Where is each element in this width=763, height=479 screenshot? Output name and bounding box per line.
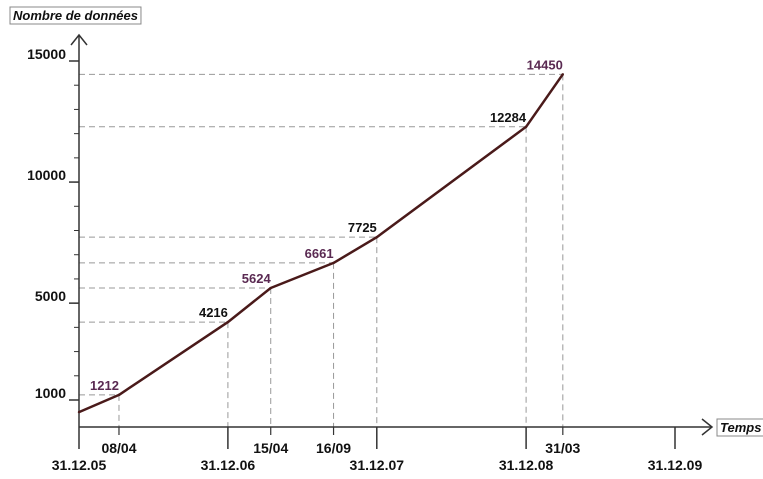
x-date-tick-label: 31/03 [545, 440, 580, 456]
x-date-tick-label: 16/09 [316, 440, 351, 456]
data-point [226, 320, 230, 324]
guide-lines [79, 73, 564, 427]
x-axis-label-box [716, 418, 763, 437]
x-date-tick-label: 15/04 [253, 440, 288, 456]
y-axis-label: Nombre de données [13, 8, 138, 23]
data-point [524, 125, 528, 128]
chart-labels: 1000 5000 10000 15000 31.12.05 31.12.06 31.12.… [9, 6, 763, 473]
data-label: 6661 [305, 246, 334, 261]
y-tick-label: 15000 [27, 46, 66, 62]
x-year-tick-label: 31.12.05 [52, 457, 107, 473]
data-point [117, 393, 121, 397]
y-tick-label: 5000 [35, 288, 66, 304]
y-axis-arrow [70, 33, 88, 46]
x-year-tick-label: 31.12.08 [499, 457, 554, 473]
axes [69, 33, 714, 449]
data-point [269, 286, 272, 290]
y-axis-label-box [9, 6, 142, 25]
data-label: 12284 [490, 110, 527, 125]
data-label: 1212 [90, 378, 119, 393]
data-label: 7725 [348, 220, 377, 235]
x-year-tick-label: 31.12.06 [201, 457, 256, 473]
y-tick-label: 10000 [27, 167, 66, 183]
y-tick-label: 1000 [35, 385, 66, 401]
data-label: 4216 [199, 305, 228, 320]
data-label: 5624 [242, 271, 272, 286]
x-axis-label: Temps [720, 420, 761, 435]
series-line [78, 73, 564, 414]
data-point [77, 410, 81, 414]
x-year-tick-label: 31.12.09 [648, 457, 703, 473]
data-point [561, 73, 565, 76]
x-year-tick-label: 31.12.07 [350, 457, 405, 473]
data-label: 14450 [527, 57, 563, 72]
x-date-tick-label: 08/04 [101, 440, 136, 456]
x-axis-arrow [701, 418, 714, 436]
data-point [375, 235, 378, 239]
data-series [77, 73, 565, 414]
data-point [332, 261, 335, 265]
